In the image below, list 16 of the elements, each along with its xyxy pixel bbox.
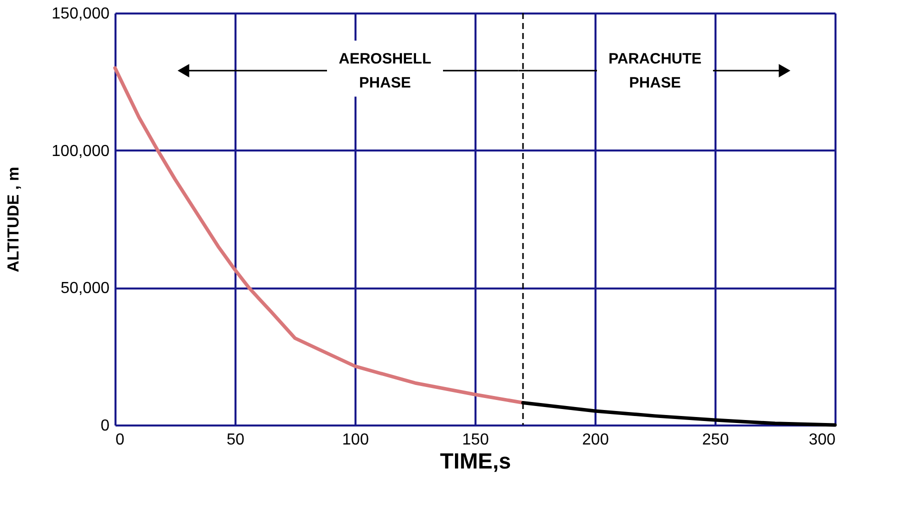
x-tick-label: 150 [462, 432, 489, 448]
y-tick-label: 0 [100, 418, 110, 434]
x-tick-label: 0 [116, 432, 124, 448]
y-tick-label: 100,000 [52, 142, 110, 160]
y-axis-title: ALTITUDE , m [6, 166, 23, 272]
annotation: AEROSHELL PHASE [338, 50, 432, 92]
x-tick-label: 250 [702, 432, 729, 448]
x-axis-title: TIME,s [440, 448, 511, 474]
x-tick-label: 100 [342, 432, 369, 448]
y-tick-label: 50,000 [60, 280, 110, 298]
y-tick-label: 150,000 [52, 6, 110, 22]
x-tick-label: 200 [582, 432, 609, 448]
x-tick-label: 300 [808, 432, 836, 448]
x-tick-label: 50 [226, 432, 244, 448]
annotation: PARACHUTE PHASE [608, 50, 702, 92]
line-series [113, 66, 525, 404]
